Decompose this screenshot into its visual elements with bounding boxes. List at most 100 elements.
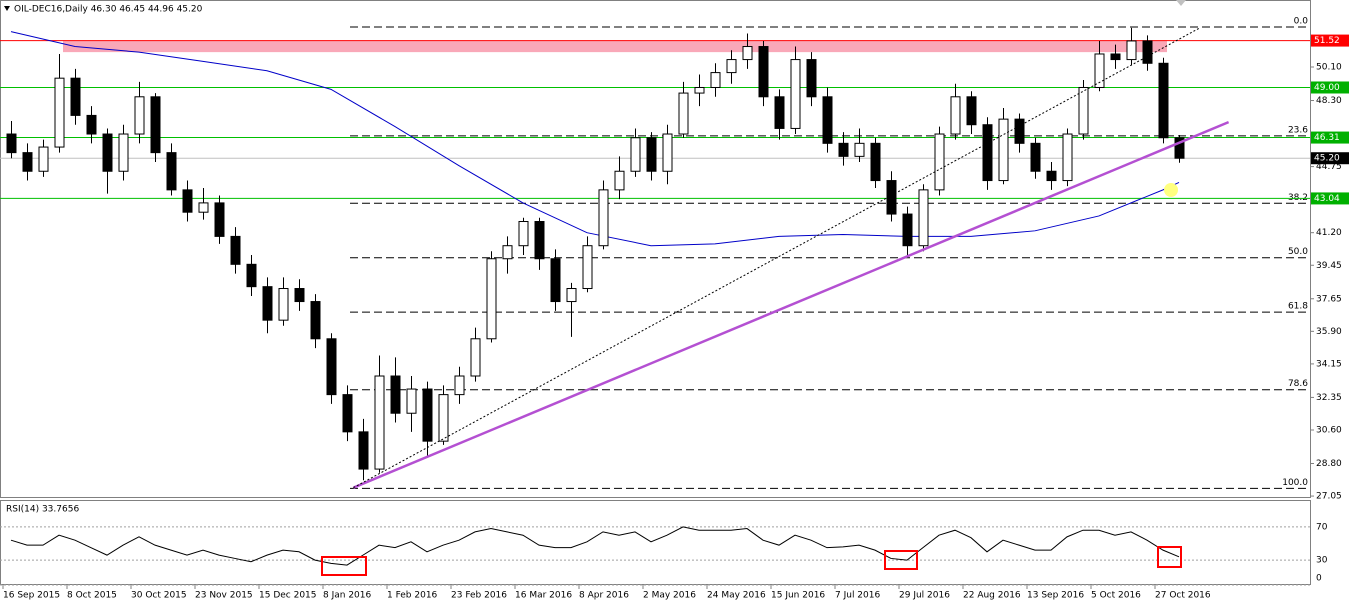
- candle-body: [406, 388, 417, 414]
- candle-body: [614, 170, 625, 191]
- price-label: 49.00: [1314, 83, 1340, 93]
- x-tick-label: 15 Jun 2016: [771, 591, 825, 601]
- candle-body: [374, 375, 385, 470]
- candle-body: [470, 338, 481, 377]
- price-label-box: [1311, 81, 1349, 94]
- candle-body: [550, 258, 561, 303]
- candle-body: [1158, 62, 1169, 139]
- candle-body: [38, 146, 49, 172]
- price-label-box: [1311, 131, 1349, 144]
- rsi-line: [10, 526, 1180, 566]
- candle-body: [1126, 40, 1137, 61]
- candle-body: [630, 137, 641, 172]
- candle-body: [950, 96, 961, 135]
- shift-marker: [1176, 0, 1186, 6]
- x-tick-label: 5 Oct 2016: [1091, 591, 1141, 601]
- candle-body: [182, 189, 193, 213]
- candle-body: [1030, 142, 1041, 172]
- price-label-box: [1311, 192, 1349, 205]
- highlight-dot: [1164, 183, 1178, 197]
- candle-body: [502, 245, 513, 260]
- fib-label: 78.6: [1288, 379, 1308, 389]
- rsi-title: RSI(14) 33.7656: [6, 505, 79, 515]
- candle-body: [326, 338, 337, 396]
- candle-body: [838, 142, 849, 157]
- candle-body: [134, 96, 145, 135]
- y-tick-label: 70: [1316, 522, 1328, 532]
- candle-body: [742, 46, 753, 61]
- candle-body: [678, 92, 689, 135]
- y-tick-label: 41.20: [1316, 228, 1342, 238]
- trendline: [352, 120, 1230, 489]
- y-tick-label: 35.90: [1316, 327, 1342, 337]
- x-tick-label: 23 Nov 2015: [195, 591, 253, 601]
- candle-body: [1062, 133, 1073, 182]
- fib-label: 23.6: [1288, 125, 1308, 135]
- x-tick-label: 27 Oct 2016: [1155, 591, 1211, 601]
- candle-body: [1110, 53, 1121, 61]
- candle-body: [774, 96, 785, 129]
- candle-body: [726, 59, 737, 74]
- candle-body: [982, 124, 993, 182]
- y-tick-label: 30: [1316, 556, 1328, 566]
- x-tick-label: 1 Feb 2016: [387, 591, 438, 601]
- price-label: 46.31: [1314, 133, 1340, 143]
- candle-body: [566, 288, 577, 303]
- x-tick-label: 23 Feb 2016: [451, 591, 507, 601]
- rsi-panel: [0, 500, 1311, 585]
- candle-body: [934, 133, 945, 191]
- candle-body: [710, 72, 721, 88]
- candle-body: [358, 431, 369, 470]
- candle-body: [1046, 170, 1057, 182]
- x-tick-label: 2 May 2016: [643, 591, 696, 601]
- candle-body: [902, 213, 913, 247]
- y-tick-label: 30.60: [1316, 425, 1342, 435]
- x-tick-label: 30 Oct 2015: [131, 591, 187, 601]
- chart-title: OIL-DEC16,Daily 46.30 46.45 44.96 45.20: [14, 5, 203, 15]
- candle-body: [294, 288, 305, 303]
- x-tick-label: 24 May 2016: [707, 591, 766, 601]
- candle-body: [198, 202, 209, 213]
- x-tick-label: 22 Aug 2016: [963, 591, 1021, 601]
- candle-body: [1142, 40, 1153, 64]
- x-tick-label: 8 Apr 2016: [579, 591, 629, 601]
- plot-layer: 27.05 28.80 30.60 32.35 34.15 35.90 37.65 39.45…: [0, 16, 1349, 601]
- candle-body: [534, 221, 545, 260]
- candle-body: [790, 59, 801, 129]
- candle-body: [662, 133, 673, 172]
- candle-body: [22, 152, 33, 172]
- x-tick-label: 16 Mar 2016: [515, 591, 572, 601]
- candle-body: [806, 59, 817, 98]
- candle-body: [598, 189, 609, 247]
- candle-body: [390, 375, 401, 414]
- x-tick-label: 8 Oct 2015: [67, 591, 117, 601]
- candle-body: [870, 142, 881, 182]
- candle-body: [1174, 137, 1185, 159]
- price-label-box: [1311, 152, 1349, 165]
- candle-body: [230, 235, 241, 265]
- candle-body: [854, 142, 865, 157]
- candle-body: [310, 301, 321, 340]
- candle-body: [1014, 118, 1025, 144]
- price-label: 45.20: [1314, 154, 1340, 164]
- candle-body: [758, 46, 769, 98]
- x-tick-label: 7 Jul 2016: [835, 591, 880, 601]
- trendline: [353, 27, 1201, 489]
- x-tick-label: 16 Sep 2015: [3, 591, 60, 601]
- collapse-icon: [4, 6, 10, 11]
- candle-body: [102, 133, 113, 172]
- resistance-zone: [63, 40, 1167, 53]
- rsi-highlight-box: [884, 550, 918, 570]
- candle-body: [454, 375, 465, 396]
- y-tick-label: 28.80: [1316, 459, 1342, 469]
- candle-body: [486, 258, 497, 340]
- candle-body: [582, 245, 593, 290]
- price-label-box: [1311, 34, 1349, 47]
- candle-body: [262, 286, 273, 321]
- x-tick-label: 8 Jan 2016: [323, 591, 371, 601]
- fib-label: 100.0: [1282, 478, 1308, 488]
- candle-body: [1078, 86, 1089, 135]
- y-tick-label: 0: [1316, 574, 1322, 584]
- y-tick-label: 44.75: [1316, 162, 1342, 172]
